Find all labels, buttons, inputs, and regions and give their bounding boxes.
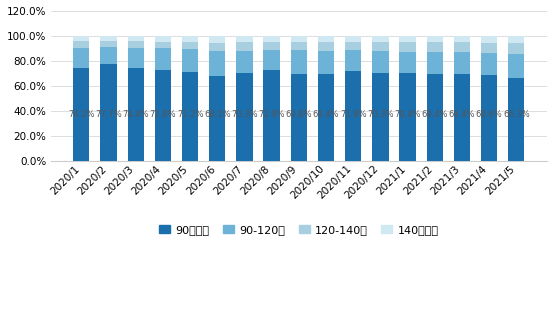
Bar (155, 36, 171, 42)
Text: 71.8%: 71.8% (340, 110, 367, 119)
Text: 69.4%: 69.4% (449, 110, 475, 119)
Bar (508, 78, 525, 161)
Bar (454, 74, 470, 161)
Text: 72.9%: 72.9% (258, 110, 285, 119)
Bar (155, 42, 171, 48)
Bar (127, 36, 144, 41)
Bar (264, 50, 280, 70)
Text: 77.7%: 77.7% (95, 110, 122, 119)
Bar (264, 42, 280, 50)
Bar (155, 70, 171, 161)
Bar (508, 36, 525, 43)
Bar (73, 48, 90, 68)
Bar (345, 71, 361, 161)
Bar (291, 50, 307, 74)
Bar (345, 42, 361, 50)
Bar (372, 42, 388, 51)
Bar (209, 51, 225, 76)
Text: 68.1%: 68.1% (204, 110, 230, 119)
Bar (209, 36, 225, 43)
Bar (318, 51, 334, 74)
Bar (209, 43, 225, 51)
Text: 68.6%: 68.6% (476, 110, 502, 119)
Legend: 90平以下, 90-120平, 120-140平, 140平以上: 90平以下, 90-120平, 120-140平, 140平以上 (154, 220, 444, 239)
Text: 69.8%: 69.8% (285, 110, 312, 119)
Bar (100, 47, 117, 64)
Bar (318, 36, 334, 42)
Bar (264, 70, 280, 161)
Text: 74.4%: 74.4% (122, 110, 149, 119)
Text: 69.4%: 69.4% (422, 110, 448, 119)
Text: 66.3%: 66.3% (503, 110, 530, 119)
Bar (427, 52, 443, 74)
Bar (372, 36, 388, 42)
Bar (481, 75, 497, 161)
Text: 71.2%: 71.2% (177, 110, 203, 119)
Bar (127, 68, 144, 161)
Text: 70.4%: 70.4% (394, 110, 421, 119)
Bar (264, 36, 280, 42)
Bar (481, 53, 497, 75)
Bar (372, 51, 388, 73)
Bar (481, 36, 497, 43)
Bar (318, 42, 334, 51)
Bar (237, 36, 253, 42)
Bar (291, 74, 307, 161)
Bar (399, 42, 416, 52)
Bar (481, 43, 497, 53)
Bar (345, 36, 361, 42)
Bar (508, 54, 525, 78)
Bar (454, 42, 470, 52)
Bar (100, 41, 117, 47)
Bar (427, 36, 443, 42)
Bar (345, 50, 361, 71)
Text: 74.2%: 74.2% (68, 110, 95, 119)
Bar (182, 72, 198, 161)
Bar (182, 36, 198, 42)
Bar (73, 68, 90, 161)
Bar (209, 76, 225, 161)
Bar (237, 73, 253, 161)
Bar (291, 42, 307, 50)
Bar (237, 50, 253, 73)
Bar (454, 36, 470, 42)
Bar (508, 43, 525, 54)
Bar (100, 36, 117, 41)
Bar (182, 49, 198, 72)
Bar (454, 52, 470, 74)
Bar (237, 42, 253, 50)
Bar (399, 36, 416, 42)
Bar (318, 74, 334, 161)
Text: 69.4%: 69.4% (313, 110, 339, 119)
Text: 70.3%: 70.3% (367, 110, 394, 119)
Bar (182, 42, 198, 49)
Bar (291, 36, 307, 42)
Bar (399, 73, 416, 161)
Bar (427, 42, 443, 52)
Text: 70.3%: 70.3% (231, 110, 258, 119)
Bar (73, 41, 90, 48)
Bar (372, 73, 388, 161)
Bar (73, 36, 90, 41)
Bar (100, 64, 117, 161)
Bar (155, 48, 171, 70)
Bar (127, 41, 144, 48)
Bar (427, 74, 443, 161)
Bar (127, 48, 144, 68)
Bar (399, 52, 416, 73)
Text: 72.8%: 72.8% (150, 110, 176, 119)
